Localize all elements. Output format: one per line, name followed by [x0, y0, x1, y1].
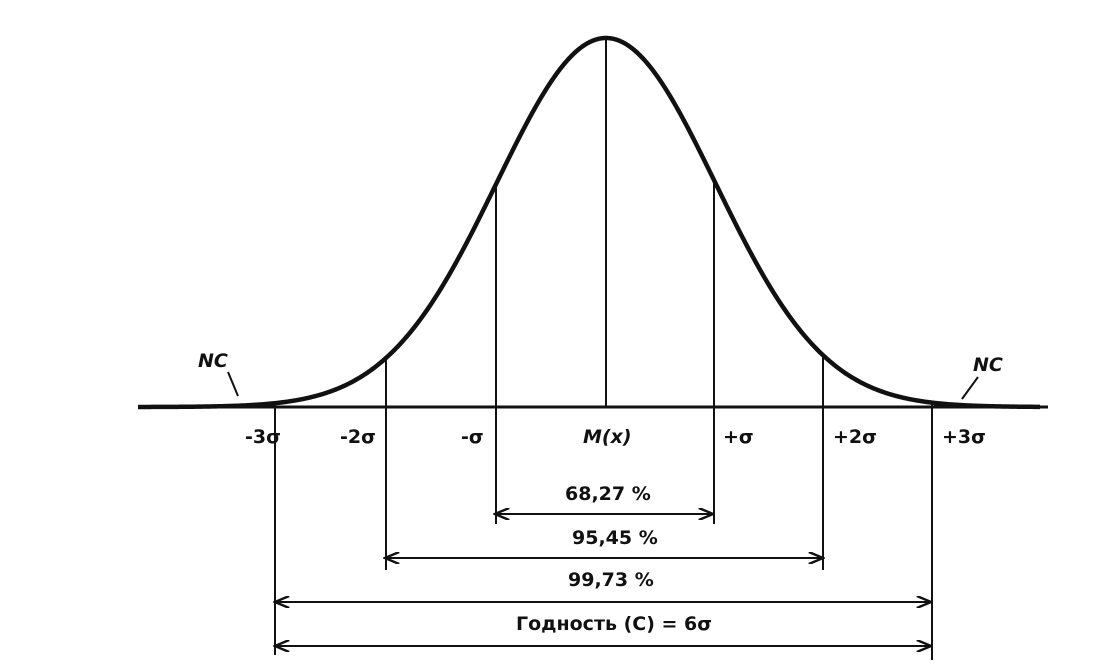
- nc-label-left: NC: [198, 350, 228, 372]
- tick-minus3-sigma: -3σ: [245, 426, 281, 448]
- tick-minus2-sigma: -2σ: [340, 426, 376, 448]
- range-label-1sigma: 68,27 %: [565, 483, 651, 505]
- tick-mean: M(x): [583, 426, 632, 448]
- nc-leader-left: [227, 371, 239, 397]
- tick-minus1-sigma: -σ: [461, 426, 484, 448]
- nc-leader-right: [961, 376, 979, 400]
- range-label-3sigma: 99,73 %: [568, 569, 654, 591]
- nc-label-right: NC: [973, 354, 1003, 376]
- tick-plus3-sigma: +3σ: [942, 426, 986, 448]
- bell-curve: [137, 35, 1041, 410]
- tick-plus2-sigma: +2σ: [833, 426, 877, 448]
- range-label-fitness: Годность (С) = 6σ: [516, 613, 712, 635]
- tick-plus1-sigma: +σ: [723, 426, 754, 448]
- range-label-2sigma: 95,45 %: [572, 527, 658, 549]
